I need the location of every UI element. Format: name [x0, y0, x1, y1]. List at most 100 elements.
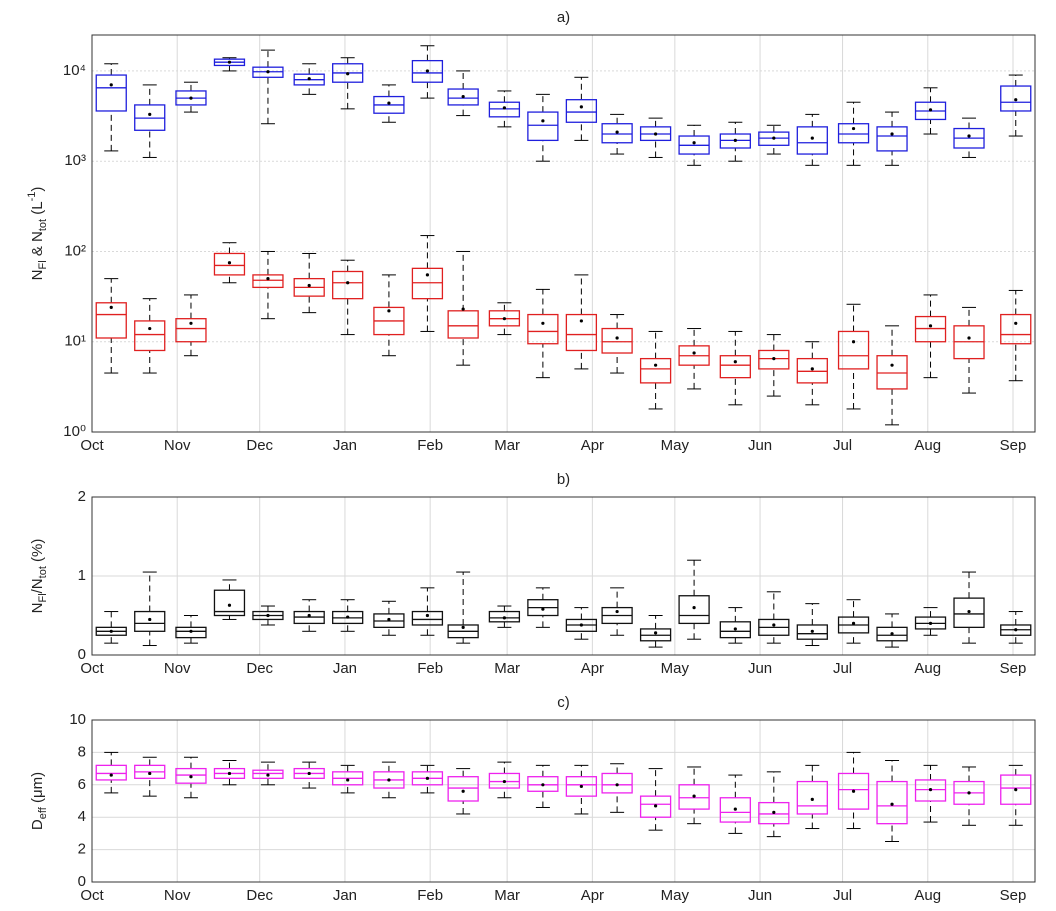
x-tick-label: Nov — [164, 437, 191, 454]
y-tick-label: 10³ — [64, 152, 86, 169]
y-tick-label: 10 — [69, 711, 86, 728]
box-plot — [332, 764, 364, 794]
x-tick-label: Mar — [494, 887, 520, 904]
box-plot — [332, 57, 364, 110]
mean — [461, 94, 465, 99]
box — [601, 772, 633, 794]
mean — [148, 112, 152, 116]
box-plot — [332, 599, 364, 632]
box — [678, 784, 710, 810]
x-tick-label: Apr — [581, 437, 604, 454]
mean — [307, 283, 311, 288]
mean — [189, 629, 193, 633]
box — [252, 274, 284, 289]
mean — [387, 309, 391, 313]
mean — [772, 136, 776, 140]
mean — [148, 771, 152, 776]
box-plot — [639, 615, 672, 648]
box — [796, 126, 828, 155]
box — [527, 313, 559, 345]
box — [758, 801, 790, 825]
box-plot — [678, 124, 710, 166]
x-tick-label: Mar — [494, 437, 520, 454]
box-plot — [411, 587, 444, 636]
x-tick-label: Jun — [748, 660, 772, 677]
box-plot — [837, 751, 870, 830]
mean — [654, 631, 658, 635]
box-plot — [758, 124, 790, 155]
box-plot — [134, 571, 166, 647]
box — [796, 624, 828, 640]
mean — [425, 613, 430, 618]
box-plot — [953, 117, 985, 158]
box-plot — [1000, 611, 1032, 644]
mean — [189, 775, 193, 779]
box-plot — [447, 70, 479, 117]
y-axis-label: NFl & Ntot (L-1) — [26, 187, 49, 281]
box-plot — [914, 764, 947, 823]
y-axis-label: NFl/Ntot (%) — [29, 539, 49, 614]
mean — [692, 351, 696, 355]
x-tick-label: Jun — [748, 887, 772, 904]
box-plot — [332, 259, 364, 336]
box-plot — [719, 121, 751, 162]
mean — [541, 321, 545, 325]
box — [332, 270, 364, 300]
mean — [387, 101, 391, 105]
mean — [346, 615, 350, 619]
x-tick-label: Dec — [246, 660, 273, 677]
box — [837, 330, 870, 370]
box-plot — [1000, 74, 1032, 137]
x-tick-label: Oct — [80, 437, 104, 454]
y-tick-label: 2 — [78, 488, 86, 505]
y-tick-label: 0 — [78, 873, 86, 890]
mean — [307, 771, 311, 776]
mean — [810, 367, 814, 371]
x-tick-label: Feb — [417, 887, 443, 904]
y-axis-label-part: tot — [37, 219, 49, 231]
mean — [615, 783, 619, 787]
box-plot — [411, 235, 444, 332]
box-plot — [719, 607, 751, 644]
box — [876, 626, 908, 642]
box-plot — [293, 252, 325, 314]
panel-title: a) — [557, 9, 570, 26]
mean — [615, 609, 619, 614]
box-plot — [953, 766, 985, 826]
box — [411, 610, 444, 626]
box-plot — [601, 763, 633, 813]
box-plot — [95, 278, 127, 374]
box — [914, 779, 947, 802]
mean — [502, 106, 506, 110]
mean — [541, 607, 545, 611]
mean — [615, 130, 619, 134]
box-plot — [488, 605, 521, 628]
box-plot — [95, 751, 127, 794]
x-tick-label: Sep — [1000, 660, 1027, 677]
x-tick-label: Sep — [1000, 437, 1027, 454]
mean — [266, 773, 270, 777]
mean — [928, 108, 933, 112]
mean — [502, 317, 506, 321]
mean — [810, 629, 814, 633]
y-tick-label: 2 — [78, 841, 86, 858]
y-axis-label-part: (%) — [29, 539, 46, 567]
mean — [307, 613, 311, 618]
y-axis-label-part: /N — [29, 578, 46, 593]
box-plot — [252, 605, 284, 626]
box-plot — [565, 764, 598, 815]
mean — [189, 96, 193, 100]
x-tick-label: Nov — [164, 887, 191, 904]
y-axis-label-part: tot — [37, 566, 49, 578]
mean — [1014, 788, 1018, 792]
box-plot — [134, 84, 166, 158]
box-plot — [914, 607, 947, 636]
x-tick-label: Jul — [833, 660, 852, 677]
mean — [772, 623, 776, 627]
mean — [928, 621, 933, 626]
box-plot — [678, 328, 710, 390]
mean — [227, 603, 232, 607]
box — [837, 123, 870, 144]
mean — [346, 72, 350, 76]
box — [447, 88, 479, 106]
